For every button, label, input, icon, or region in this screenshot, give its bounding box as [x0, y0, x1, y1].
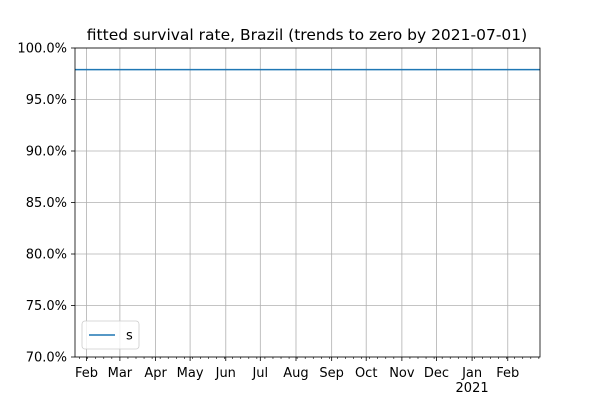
y-tick-label: 70.0%	[26, 351, 67, 366]
legend: s	[81, 320, 140, 350]
grid-lines	[75, 47, 540, 358]
x-tick-label: Mar	[108, 366, 133, 381]
x-tick-year-label: 2021	[456, 381, 489, 396]
x-tick-label: Jul	[251, 366, 268, 381]
x-tick-label: Dec	[424, 366, 449, 381]
x-tick-label: Feb	[75, 366, 98, 381]
chart-title: fitted survival rate, Brazil (trends to …	[87, 26, 527, 44]
plot-frame	[74, 47, 541, 358]
y-tick-label: 100.0%	[17, 42, 67, 57]
y-tick-label: 80.0%	[26, 248, 67, 263]
x-tick-label: Jan	[461, 366, 482, 381]
legend-label: s	[126, 329, 133, 344]
x-tick-label: Apr	[144, 366, 167, 381]
y-tick-label: 85.0%	[26, 196, 67, 211]
x-tick-label: Feb	[496, 366, 519, 381]
y-tick-label: 95.0%	[26, 93, 67, 108]
y-tick-label: 75.0%	[26, 299, 67, 314]
x-tick-label: Oct	[355, 366, 377, 381]
x-tick-label: Sep	[319, 366, 344, 381]
x-tick-label: Aug	[283, 366, 308, 381]
axes: 70.0% 75.0% 80.0% 85.0% 90.0% 95.0% 100.0% Feb M…	[17, 42, 541, 396]
x-tick-label: Nov	[389, 366, 415, 381]
x-tick-label: May	[177, 366, 204, 381]
x-tick-label: Jun	[215, 366, 236, 381]
y-tick-label: 90.0%	[26, 145, 67, 160]
